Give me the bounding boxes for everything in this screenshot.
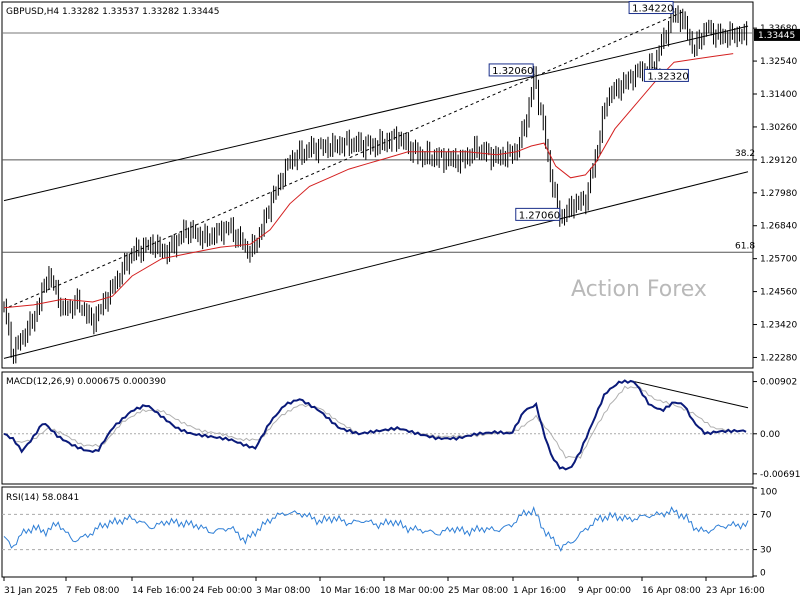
price-bars bbox=[3, 5, 748, 364]
time-tick-label: 18 Mar 00:00 bbox=[384, 586, 444, 596]
macd-panel-frame bbox=[1, 371, 754, 485]
macd-tick-label: -0.006915 bbox=[760, 470, 800, 480]
rsi-tick-label: 0 bbox=[760, 568, 766, 578]
time-tick-label: 24 Feb 00:00 bbox=[193, 586, 252, 596]
current-price-label: 1.33445 bbox=[758, 31, 795, 41]
price-tick-label: 1.26840 bbox=[760, 222, 797, 232]
price-tick-label: 1.32540 bbox=[760, 57, 797, 67]
annotation-box bbox=[515, 207, 561, 221]
time-tick-label: 16 Apr 08:00 bbox=[642, 586, 701, 596]
price-tick-label: 1.22280 bbox=[760, 353, 797, 363]
price-tick-label: 1.31400 bbox=[760, 90, 797, 100]
rsi-layer bbox=[2, 505, 753, 552]
annotation-box bbox=[628, 1, 674, 15]
channel-upper-line bbox=[3, 25, 749, 202]
price-tick-label: 1.24560 bbox=[760, 288, 797, 298]
price-tick-label: 1.25700 bbox=[760, 255, 797, 265]
rsi-panel-frame bbox=[1, 486, 754, 578]
fib-level-label: 38.2 bbox=[735, 149, 755, 159]
annotation-box bbox=[643, 68, 689, 82]
time-tick-label: 25 Mar 08:00 bbox=[448, 586, 508, 596]
dashed-trendline bbox=[8, 10, 685, 308]
time-tick-label: 3 Mar 08:00 bbox=[256, 586, 311, 596]
channel-lower-line bbox=[3, 171, 749, 359]
time-tick-label: 23 Apr 16:00 bbox=[706, 586, 765, 596]
watermark: Action Forex bbox=[571, 277, 707, 302]
annotation-label: 1.32320 bbox=[647, 71, 688, 82]
macd-tick-label: 0.00 bbox=[760, 430, 780, 440]
rsi-line bbox=[3, 505, 749, 552]
macd-line bbox=[3, 379, 747, 471]
moving-average-line bbox=[3, 53, 734, 309]
time-tick-label: 7 Feb 08:00 bbox=[66, 586, 120, 596]
price-layer: 38.2 61.8 1.34220 1.32060 1.32320 1.27060 bbox=[2, 1, 755, 364]
price-tick-label: 1.29120 bbox=[760, 156, 797, 166]
annotation-label: 1.32060 bbox=[492, 66, 533, 77]
macd-trendline bbox=[634, 381, 749, 409]
current-price-tag bbox=[754, 28, 800, 41]
symbol-header: GBPUSD,H4 1.33282 1.33537 1.33282 1.3344… bbox=[6, 7, 219, 17]
time-tick-label: 10 Mar 16:00 bbox=[320, 586, 380, 596]
time-tick-label: 1 Apr 16:00 bbox=[513, 586, 566, 596]
rsi-tick-label: 100 bbox=[760, 488, 777, 498]
rsi-title: RSI(14) 58.0841 bbox=[6, 493, 79, 503]
price-tick-label: 1.27980 bbox=[760, 189, 797, 199]
rsi-tick-label: 30 bbox=[760, 546, 772, 556]
price-tick-label: 1.23420 bbox=[760, 321, 797, 331]
annotation-label: 1.34220 bbox=[632, 4, 673, 15]
rsi-tick-label: 70 bbox=[760, 510, 772, 520]
price-tick-label: 1.30260 bbox=[760, 123, 797, 133]
price-panel-frame bbox=[1, 1, 754, 369]
annotation-box bbox=[488, 63, 534, 77]
macd-tick-label: 0.00902 bbox=[760, 378, 797, 388]
axis-layer: 1.336801.325401.314001.302601.291201.279… bbox=[3, 24, 800, 596]
time-tick-label: 31 Jan 2025 bbox=[4, 586, 58, 596]
annotation-label: 1.27060 bbox=[519, 210, 560, 221]
time-tick-label: 14 Feb 16:00 bbox=[132, 586, 191, 596]
macd-layer bbox=[2, 379, 753, 471]
fib-level-label: 61.8 bbox=[735, 241, 755, 251]
macd-title: MACD(12,26,9) 0.000675 0.000390 bbox=[6, 377, 166, 387]
time-tick-label: 9 Apr 00:00 bbox=[578, 586, 631, 596]
